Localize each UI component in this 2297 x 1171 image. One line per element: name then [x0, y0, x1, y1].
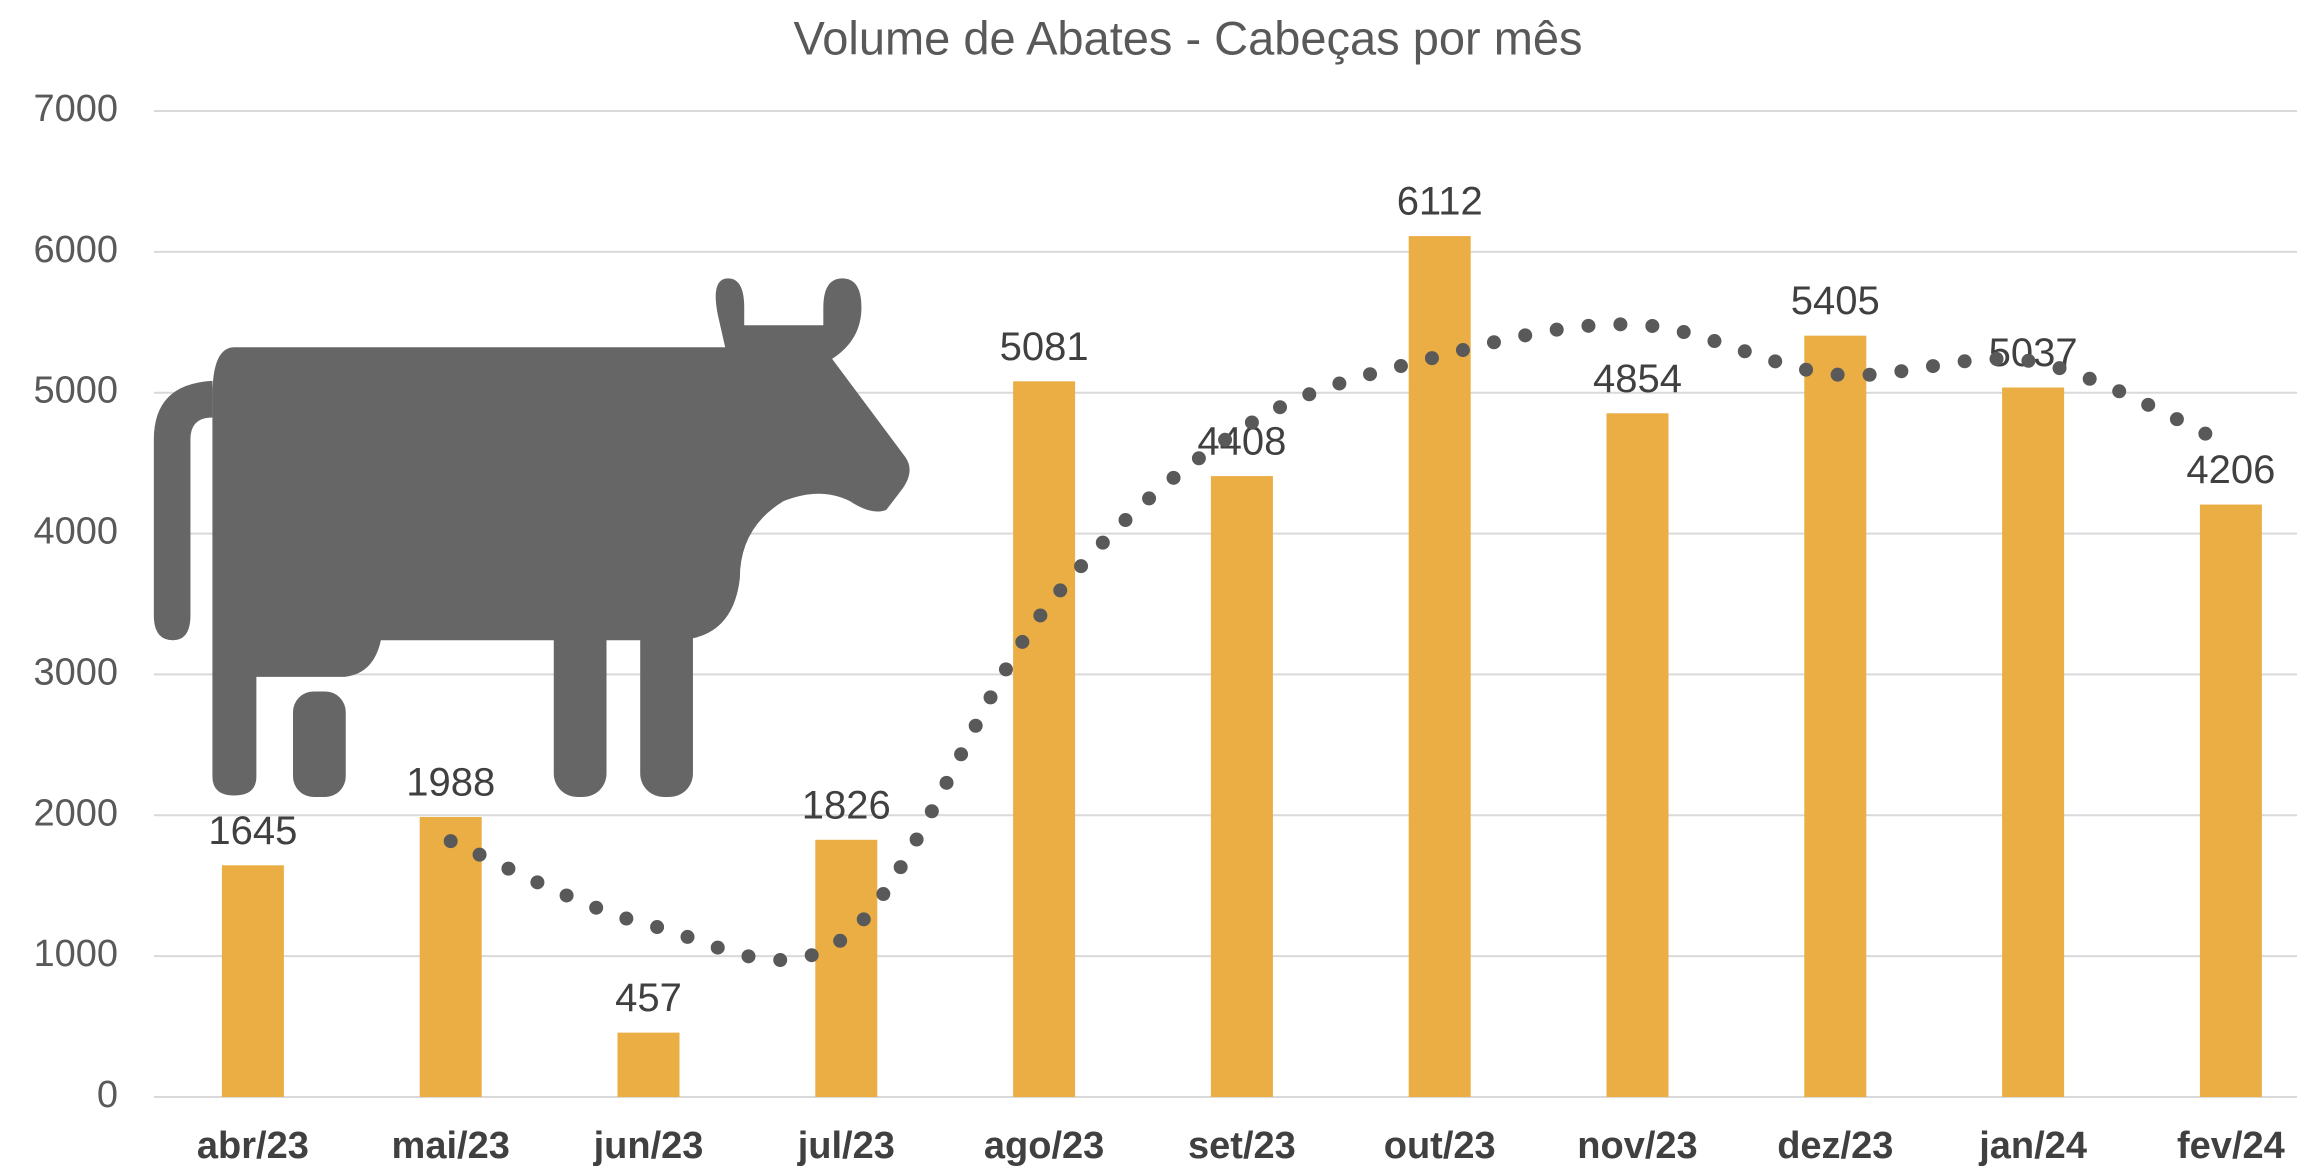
x-tick-label: jan/24: [1978, 1125, 2087, 1167]
x-tick-label: jun/23: [593, 1125, 704, 1167]
x-tick-label: dez/23: [1777, 1125, 1893, 1167]
x-tick-label: abr/23: [197, 1125, 309, 1167]
data-label: 1645: [208, 809, 297, 853]
bar: [1210, 476, 1273, 1098]
data-label: 1988: [406, 761, 495, 805]
bar: [419, 816, 482, 1097]
data-label: 5405: [1791, 279, 1880, 323]
data-label: 4854: [1593, 357, 1682, 401]
bar: [2199, 504, 2262, 1097]
y-tick-label: 0: [97, 1074, 118, 1116]
y-tick-label: 4000: [33, 511, 118, 553]
bar: [1408, 236, 1471, 1097]
bar: [617, 1032, 680, 1097]
data-label: 4408: [1197, 420, 1286, 464]
cow-icon: [153, 278, 910, 797]
x-tick-label: ago/23: [984, 1125, 1104, 1167]
x-tick-label: out/23: [1384, 1125, 1496, 1167]
bar: [1804, 335, 1867, 1098]
chart-title: Volume de Abates - Cabeças por mês: [794, 11, 1583, 64]
y-tick-label: 7000: [33, 88, 118, 130]
data-label: 4206: [2186, 448, 2275, 492]
x-tick-label: set/23: [1188, 1125, 1296, 1167]
x-tick-label: fev/24: [2177, 1125, 2285, 1167]
y-tick-label: 1000: [33, 933, 118, 975]
y-tick-label: 6000: [33, 229, 118, 271]
bar: [815, 839, 878, 1097]
bar: [1013, 381, 1076, 1097]
data-label: 1826: [802, 783, 891, 827]
x-tick-label: jul/23: [797, 1125, 895, 1167]
data-label: 457: [615, 976, 682, 1020]
bar: [2002, 387, 2065, 1097]
data-label: 6112: [1397, 180, 1483, 224]
y-tick-label: 3000: [33, 651, 118, 693]
x-tick-label: nov/23: [1577, 1125, 1697, 1167]
bars: abr/23 1645 mai/23 1988 jun/23 457 jul/23 1826 a…: [197, 180, 2285, 1167]
y-tick-label: 2000: [33, 792, 118, 834]
data-label: 5081: [1000, 325, 1089, 369]
bar: [221, 865, 284, 1097]
bar: [1606, 413, 1669, 1097]
y-tick-label: 5000: [33, 370, 118, 412]
x-tick-label: mai/23: [392, 1125, 510, 1167]
